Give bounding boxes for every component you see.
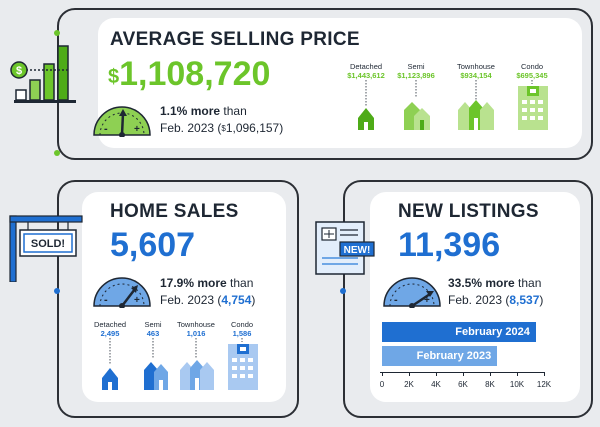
connector-dot	[54, 150, 60, 156]
type-value: 463	[146, 329, 160, 338]
growth-bars-icon: $	[10, 45, 76, 103]
connector-dot	[340, 288, 346, 294]
townhouse-icon	[458, 102, 472, 130]
detached-house-icon	[358, 108, 374, 130]
home-sales-change: 17.9% more than Feb. 2023 (4,754)	[160, 276, 256, 307]
new-listings-title: NEW LISTINGS	[398, 201, 539, 222]
type-value: $934,154	[460, 71, 492, 80]
new-listings-frame	[343, 180, 593, 418]
gauge-icon: - +	[383, 277, 441, 308]
sold-sign-icon: SOLD!	[9, 215, 83, 282]
property-types-icons-blue	[102, 338, 258, 390]
connector-dot	[54, 30, 60, 36]
home-sales-value: 5,607	[110, 226, 196, 264]
chart-tick-mark	[490, 372, 491, 376]
svg-text:-: -	[394, 294, 398, 306]
type-label: Semi	[144, 320, 162, 329]
gauge-icon: - +	[93, 106, 151, 137]
chart-bar-label: February 2024	[455, 326, 530, 338]
chart-bar-label: February 2023	[416, 350, 492, 362]
avg-price-number: 1,108,720	[119, 55, 271, 93]
type-label: Detached	[93, 320, 127, 329]
chart-tick-mark	[463, 372, 464, 376]
svg-text:-: -	[104, 294, 108, 306]
chart-tick-label: 2K	[404, 380, 414, 389]
chart-tick-label: 8K	[485, 380, 495, 389]
avg-price-value: $1,108,720	[108, 55, 270, 93]
svg-text:+: +	[134, 124, 140, 135]
type-label: Detached	[349, 62, 383, 71]
type-label: Semi	[407, 62, 425, 71]
svg-text:+: +	[424, 295, 430, 306]
detached-house-icon	[102, 368, 118, 390]
avg-price-title: AVERAGE SELLING PRICE	[110, 29, 360, 50]
type-value: $1,123,896	[397, 71, 435, 80]
chart-tick-mark	[436, 372, 437, 376]
type-label: Townhouse	[177, 320, 215, 329]
property-types-icons-green	[358, 80, 548, 130]
avg-price-card	[98, 18, 582, 148]
gauge-icon: - +	[93, 277, 151, 308]
newspaper-icon: NEW!	[315, 221, 375, 275]
chart-bar: February 2024	[382, 322, 536, 342]
chart-bar: February 2023	[382, 346, 498, 366]
type-value: $1,443,612	[347, 71, 385, 80]
home-sales-frame	[57, 180, 299, 418]
type-value: 1,016	[186, 329, 206, 338]
chart-tick-mark	[382, 372, 383, 376]
chart-tick-label: 4K	[431, 380, 441, 389]
new-listings-change: 33.5% more than Feb. 2023 (8,537)	[448, 276, 544, 307]
type-label: Condo	[230, 320, 254, 329]
svg-text:+: +	[134, 295, 140, 306]
chart-tick-label: 12K	[536, 380, 552, 389]
chart-tick-mark	[544, 372, 545, 376]
sold-text: SOLD!	[31, 238, 65, 250]
chart-tick-mark	[517, 372, 518, 376]
chart-tick-label: 10K	[509, 380, 525, 389]
type-label: Townhouse	[457, 62, 495, 71]
new-badge: NEW!	[344, 245, 371, 256]
connector-dot	[54, 288, 60, 294]
type-value: $695,345	[516, 71, 548, 80]
type-label: Condo	[520, 62, 544, 71]
type-value: 1,586	[232, 329, 252, 338]
chart-x-axis	[380, 372, 544, 373]
chart-tick-label: 0	[379, 380, 385, 389]
avg-price-change: 1.1% more than Feb. 2023 ($1,096,157)	[160, 104, 284, 135]
svg-text:-: -	[104, 123, 108, 135]
new-listings-value: 11,396	[398, 226, 501, 264]
type-value: 2,495	[100, 329, 120, 338]
avg-price-dollar: $	[108, 66, 120, 88]
home-sales-title: HOME SALES	[110, 201, 239, 222]
chart-tick-mark	[409, 372, 410, 376]
chart-tick-label: 6K	[458, 380, 468, 389]
dollar-badge: $	[16, 65, 22, 77]
